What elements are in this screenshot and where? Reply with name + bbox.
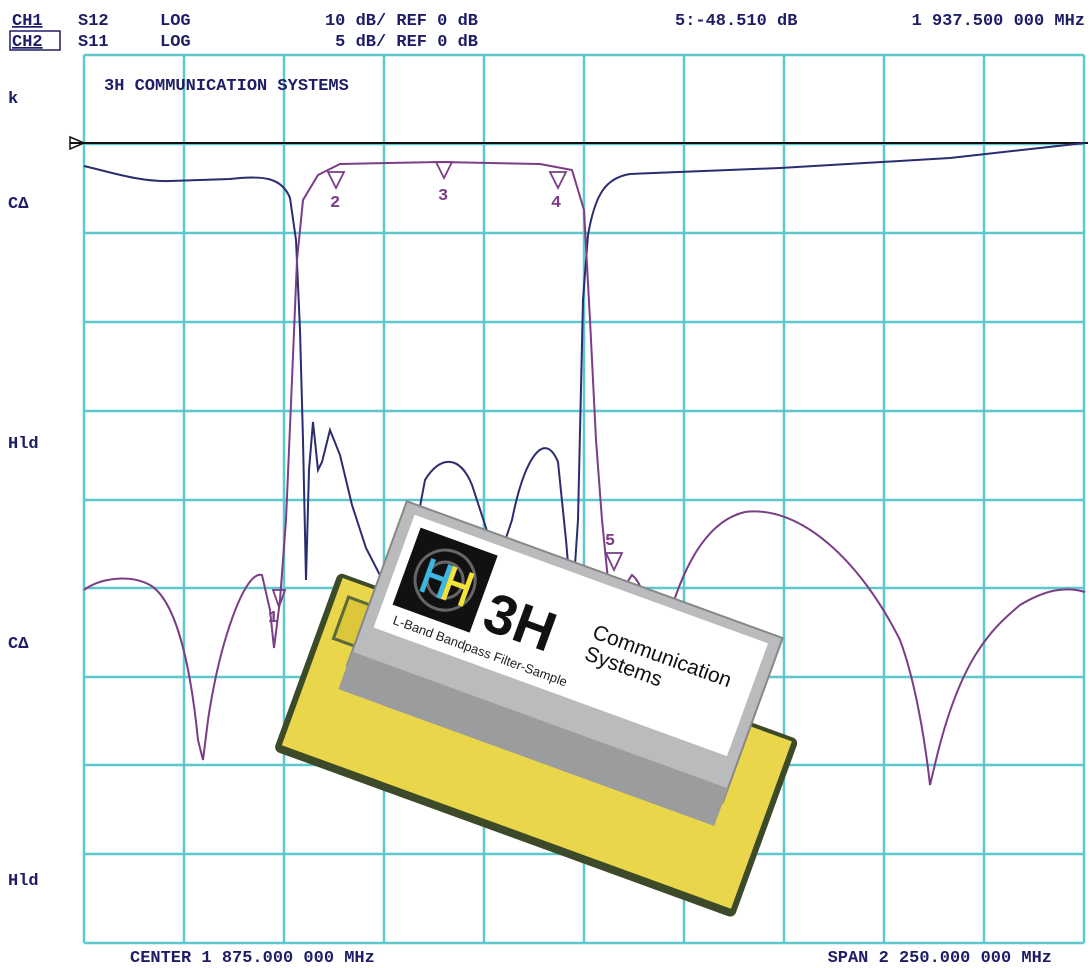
- footer-span: SPAN 2 250.000 000 MHz: [828, 949, 1052, 968]
- reference-arrow: [69, 135, 86, 151]
- ch2-format: LOG: [160, 33, 191, 52]
- left-label: k: [8, 90, 18, 109]
- marker-label: 5: [605, 532, 615, 551]
- ch2-scale: 5 dB/ REF 0 dB: [335, 33, 478, 52]
- ch1-param: S12: [78, 12, 109, 31]
- ch1-scale: 10 dB/ REF 0 dB: [325, 12, 478, 31]
- trace-s12: [83, 142, 1086, 611]
- ch2-label: CH2: [12, 33, 43, 52]
- ch2-box: [9, 30, 61, 51]
- marker-label: 1: [268, 609, 278, 628]
- ch1-format: LOG: [160, 12, 191, 31]
- marker-label: 3: [438, 187, 448, 206]
- left-label: CΔ: [8, 195, 29, 214]
- product-photo: 3H Communication Systems L-Band Bandpass…: [275, 499, 798, 917]
- screen-title: 3H COMMUNICATION SYSTEMS: [104, 77, 349, 96]
- ch1-label: CH1: [12, 12, 43, 31]
- left-label: Hld: [8, 872, 39, 891]
- footer-center: CENTER 1 875.000 000 MHz: [130, 949, 375, 968]
- marker-label: 2: [330, 194, 340, 213]
- ch2-param: S11: [78, 33, 109, 52]
- marker-readout: 5:-48.510 dB: [675, 12, 797, 31]
- left-label: CΔ: [8, 635, 29, 654]
- marker-symbols: [271, 161, 624, 610]
- left-label: Hld: [8, 435, 39, 454]
- marker-frequency: 1 937.500 000 MHz: [912, 12, 1085, 31]
- marker-label: 4: [551, 194, 561, 213]
